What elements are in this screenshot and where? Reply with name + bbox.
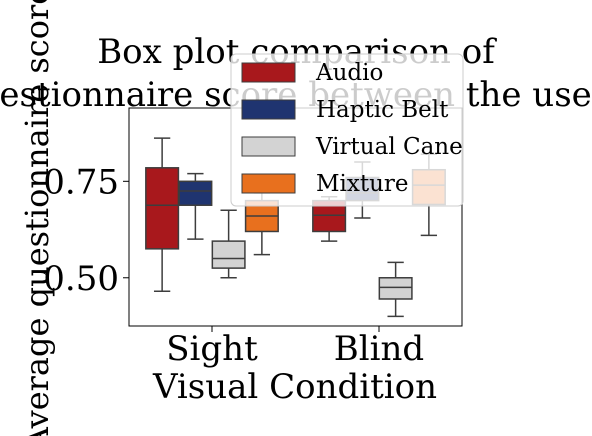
- box-iqr: [178, 180, 213, 206]
- y-tick-label: 0.75: [43, 162, 119, 202]
- box-iqr: [378, 277, 413, 300]
- legend-item-virtual-cane: Virtual Cane: [241, 134, 463, 160]
- legend-label: Haptic Belt: [316, 97, 449, 123]
- x-axis-ticks: Sight Blind: [166, 326, 424, 369]
- legend-swatch: [241, 99, 296, 120]
- x-tick-label-sight: Sight: [166, 329, 258, 369]
- y-tick-label: 0.50: [43, 259, 119, 299]
- legend-swatch: [241, 173, 296, 194]
- legend-label: Mixture: [316, 171, 409, 197]
- legend-item-audio: Audio: [241, 60, 383, 86]
- y-axis-label: Average questionnaire score: [18, 0, 56, 436]
- box-iqr: [211, 240, 246, 269]
- box-iqr: [145, 167, 180, 250]
- box-haptic-belt-sight: [178, 172, 213, 240]
- x-axis-label: Visual Condition: [152, 367, 437, 407]
- legend-label: Virtual Cane: [315, 134, 463, 160]
- legend-label: Audio: [315, 60, 383, 86]
- legend-item-haptic-belt: Haptic Belt: [241, 97, 449, 123]
- legend-item-mixture: Mixture: [241, 171, 409, 197]
- x-tick-label-blind: Blind: [334, 329, 424, 369]
- box-audio-sight: [145, 137, 180, 293]
- legend-swatch: [241, 136, 296, 157]
- legend-swatch: [241, 62, 296, 83]
- legend-frame: [230, 53, 464, 207]
- box-virtual-cane-blind: [378, 261, 413, 318]
- box-virtual-cane-sight: [211, 209, 246, 279]
- legend: Audio Haptic Belt Virtual Cane Mixture: [230, 53, 464, 207]
- y-axis-ticks: 0.50 0.75: [43, 162, 129, 299]
